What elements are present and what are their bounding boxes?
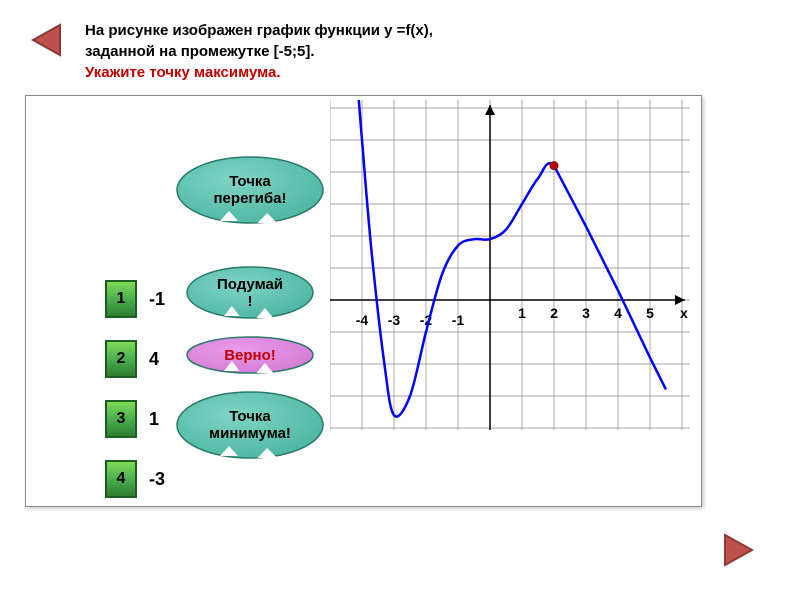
answer-button-2[interactable]: 2 bbox=[105, 340, 137, 378]
svg-text:-3: -3 bbox=[388, 312, 401, 328]
question-line3: Укажите точку максимума. bbox=[85, 64, 281, 81]
forward-arrow[interactable] bbox=[720, 530, 760, 575]
svg-text:-1: -1 bbox=[452, 312, 465, 328]
feedback-bubble-1: Подумай ! bbox=[185, 265, 315, 320]
answer-button-1[interactable]: 1 bbox=[105, 280, 137, 318]
answer-option-2: 2 4 bbox=[105, 340, 159, 378]
question-text: На рисунке изображен график функции у =f… bbox=[85, 20, 433, 83]
svg-text:2: 2 bbox=[550, 305, 558, 321]
back-arrow[interactable] bbox=[25, 20, 65, 65]
feedback-bubble-2: Верно! bbox=[185, 335, 315, 375]
answer-option-4: 4 -3 bbox=[105, 460, 165, 498]
answer-value-2: 4 bbox=[149, 349, 159, 370]
svg-text:4: 4 bbox=[614, 305, 622, 321]
answer-value-1: -1 bbox=[149, 289, 165, 310]
function-graph: -4-3-2-112345х bbox=[330, 100, 690, 430]
question-line2: заданной на промежутке [-5;5]. bbox=[85, 43, 315, 60]
svg-text:-4: -4 bbox=[356, 312, 369, 328]
answer-value-3: 1 bbox=[149, 409, 159, 430]
answer-button-3[interactable]: 3 bbox=[105, 400, 137, 438]
answer-button-4[interactable]: 4 bbox=[105, 460, 137, 498]
svg-text:х: х bbox=[680, 305, 688, 321]
feedback-bubble-3: Точка минимума! bbox=[175, 390, 325, 460]
svg-text:1: 1 bbox=[518, 305, 526, 321]
svg-text:5: 5 bbox=[646, 305, 654, 321]
answer-option-1: 1 -1 bbox=[105, 280, 165, 318]
feedback-bubble-0: Точка перегиба! bbox=[175, 155, 325, 225]
chart-container: -4-3-2-112345х bbox=[330, 100, 690, 430]
answer-option-3: 3 1 bbox=[105, 400, 159, 438]
question-line1: На рисунке изображен график функции у =f… bbox=[85, 22, 433, 39]
svg-text:3: 3 bbox=[582, 305, 590, 321]
answer-value-4: -3 bbox=[149, 469, 165, 490]
